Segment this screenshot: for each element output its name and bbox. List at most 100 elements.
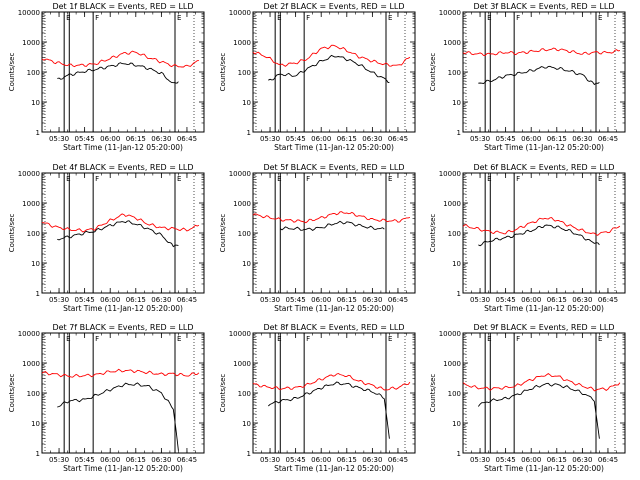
plot-frame — [41, 11, 205, 133]
marker-label: E — [487, 335, 491, 343]
y-axis-label: Counts/sec — [429, 214, 437, 253]
marker-label: E — [598, 14, 602, 22]
x-tick-label: 06:00 — [100, 456, 120, 464]
x-tick-label: 06:15 — [547, 135, 567, 143]
y-tick-label: 10 — [452, 420, 461, 428]
marker-label: E — [177, 335, 181, 343]
series-lld-line — [462, 217, 621, 236]
y-tick-label: 1 — [457, 290, 461, 298]
marker-label: F — [516, 175, 520, 183]
x-tick-label: 06:45 — [598, 296, 618, 304]
panel-det-6: Det 6f BLACK = Events, RED = LLD 1 10 100 10… — [429, 163, 626, 313]
series-events-line — [478, 224, 600, 247]
y-tick-label: 1000 — [233, 39, 251, 47]
x-tick-label: 05:30 — [260, 456, 280, 464]
panel-title: Det 3f BLACK = Events, RED = LLD — [473, 2, 614, 11]
x-tick-label: 06:00 — [521, 135, 541, 143]
marker-label: F — [516, 14, 520, 22]
panel-title: Det 5f BLACK = Events, RED = LLD — [263, 163, 404, 172]
x-tick-label: 05:30 — [49, 135, 69, 143]
series-events-line — [268, 54, 390, 83]
marker-label: E — [177, 175, 181, 183]
y-tick-label: 1 — [247, 290, 251, 298]
y-tick-label: 1 — [457, 450, 461, 458]
panel-title: Det 8f BLACK = Events, RED = LLD — [263, 323, 404, 332]
marker-label: F — [95, 335, 99, 343]
panel-det-9: Det 9f BLACK = Events, RED = LLD 1 10 100 10… — [429, 323, 626, 473]
x-tick-label: 06:45 — [598, 456, 618, 464]
y-axis-label: Counts/sec — [8, 214, 16, 253]
x-tick-label: 06:45 — [598, 135, 618, 143]
marker-label: E — [598, 175, 602, 183]
x-tick-label: 06:30 — [362, 296, 382, 304]
y-tick-label: 10000 — [18, 170, 40, 178]
y-tick-label: 100 — [448, 69, 461, 77]
plot-frame — [252, 11, 416, 133]
marker-label: E — [277, 335, 281, 343]
x-axis-label: Start Time (11-Jan-12 05:20:00) — [274, 464, 394, 473]
y-tick-label: 1000 — [443, 360, 461, 368]
marker-label: E — [277, 14, 281, 22]
series-events-line — [57, 382, 179, 451]
marker-label: F — [306, 14, 310, 22]
y-axis-label: Counts/sec — [8, 374, 16, 413]
x-tick-label: 06:15 — [337, 135, 357, 143]
marker-label: E — [487, 175, 491, 183]
y-tick-label: 1000 — [22, 200, 40, 208]
x-tick-label: 05:30 — [260, 296, 280, 304]
y-tick-label: 1000 — [22, 360, 40, 368]
y-tick-label: 1000 — [233, 200, 251, 208]
y-tick-label: 1 — [36, 290, 40, 298]
panel-det-1: Det 1f BLACK = Events, RED = LLD 1 10 100 10… — [8, 2, 205, 152]
plot-frame — [462, 332, 626, 454]
y-tick-label: 10 — [31, 99, 40, 107]
y-tick-label: 1 — [247, 129, 251, 137]
x-tick-label: 06:30 — [151, 135, 171, 143]
plot-frame — [252, 332, 416, 454]
marker-label: F — [306, 335, 310, 343]
x-tick-label: 05:45 — [286, 456, 306, 464]
x-tick-label: 06:45 — [177, 456, 197, 464]
x-tick-label: 06:15 — [337, 456, 357, 464]
x-tick-label: 05:45 — [496, 456, 516, 464]
marker-label: E — [277, 175, 281, 183]
y-tick-label: 100 — [448, 390, 461, 398]
y-tick-label: 10000 — [229, 330, 251, 338]
marker-label: F — [306, 175, 310, 183]
y-tick-label: 10 — [31, 260, 40, 268]
x-tick-label: 05:45 — [75, 456, 95, 464]
x-tick-label: 06:30 — [362, 135, 382, 143]
x-axis-label: Start Time (11-Jan-12 05:20:00) — [274, 304, 394, 313]
marker-label: E — [487, 14, 491, 22]
x-axis-label: Start Time (11-Jan-12 05:20:00) — [484, 143, 604, 152]
panel-title: Det 6f BLACK = Events, RED = LLD — [473, 163, 614, 172]
x-axis-label: Start Time (11-Jan-12 05:20:00) — [274, 143, 394, 152]
y-axis-label: Counts/sec — [429, 53, 437, 92]
y-tick-label: 100 — [238, 69, 251, 77]
marker-label: E — [598, 335, 602, 343]
y-axis-label: Counts/sec — [219, 214, 227, 253]
plot-frame — [252, 172, 416, 294]
series-lld-line — [41, 368, 200, 378]
marker-label: E — [177, 14, 181, 22]
panel-det-8: Det 8f BLACK = Events, RED = LLD 1 10 100 10… — [219, 323, 416, 473]
panel-det-5: Det 5f BLACK = Events, RED = LLD 1 10 100 10… — [219, 163, 416, 313]
x-tick-label: 06:00 — [521, 296, 541, 304]
marker-label: E — [388, 14, 392, 22]
y-tick-label: 10000 — [439, 170, 461, 178]
x-tick-label: 06:15 — [126, 296, 146, 304]
y-tick-label: 1000 — [233, 360, 251, 368]
x-tick-label: 05:45 — [75, 296, 95, 304]
y-tick-label: 10 — [242, 99, 251, 107]
x-tick-label: 06:45 — [388, 456, 408, 464]
y-tick-label: 10000 — [229, 9, 251, 17]
y-tick-label: 10000 — [18, 9, 40, 17]
x-tick-label: 06:15 — [547, 296, 567, 304]
x-axis-label: Start Time (11-Jan-12 05:20:00) — [63, 143, 183, 152]
x-tick-label: 06:30 — [572, 296, 592, 304]
series-lld-line — [252, 373, 411, 391]
x-axis-label: Start Time (11-Jan-12 05:20:00) — [484, 304, 604, 313]
y-axis-label: Counts/sec — [429, 374, 437, 413]
y-tick-label: 10000 — [439, 9, 461, 17]
marker-label: E — [66, 175, 70, 183]
